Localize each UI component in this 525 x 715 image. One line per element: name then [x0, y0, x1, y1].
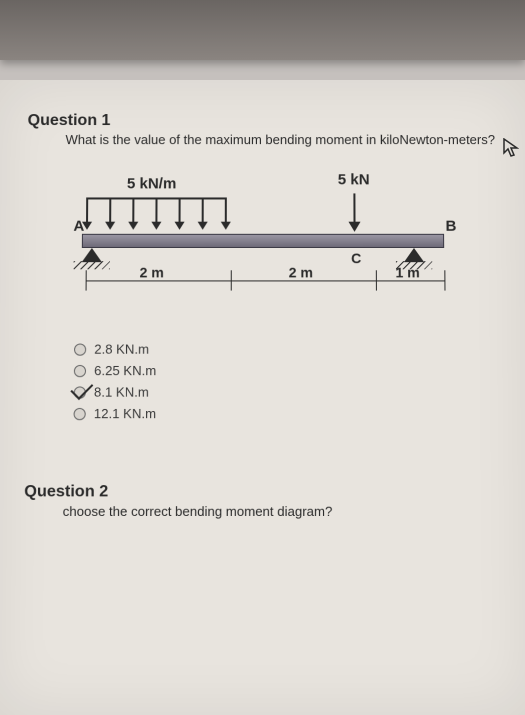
option-label: 2.8 KN.m — [94, 341, 149, 356]
option-1[interactable]: 2.8 KN.m — [74, 341, 500, 356]
option-label: 12.1 KN.m — [94, 406, 156, 421]
distributed-load-icon — [85, 197, 226, 233]
option-label: 8.1 KN.m — [94, 384, 149, 399]
option-4[interactable]: 12.1 KN.m — [74, 406, 501, 421]
question-1-text: What is the value of the maximum bending… — [65, 132, 497, 147]
dim-line-icon — [375, 280, 444, 281]
option-3[interactable]: 8.1 KN.m — [74, 384, 500, 399]
content-area: Question 1 What is the value of the maxi… — [0, 80, 525, 519]
point-load-label: 5 kN — [338, 171, 370, 188]
dim-label-2: 2 m — [289, 264, 313, 280]
question-2-block: Question 2 choose the correct bending mo… — [24, 483, 501, 519]
option-2[interactable]: 6.25 KN.m — [74, 363, 500, 378]
paper-sheet: Question 1 What is the value of the maxi… — [0, 80, 525, 715]
distributed-load-label: 5 kN/m — [127, 175, 176, 192]
pin-support-icon — [81, 248, 101, 262]
top-dark-band — [0, 0, 525, 60]
point-load-arrow-icon — [353, 193, 355, 229]
dim-label-3: 1 m — [395, 264, 419, 280]
node-label-c: C — [351, 250, 361, 266]
node-label-b: B — [445, 218, 456, 235]
beam-icon — [81, 234, 443, 248]
radio-icon[interactable] — [74, 407, 86, 419]
radio-icon[interactable] — [74, 386, 86, 398]
question-1-title: Question 1 — [28, 112, 498, 130]
question-2-title: Question 2 — [24, 483, 501, 502]
cursor-icon — [503, 138, 519, 158]
dim-tick-icon — [444, 270, 446, 290]
radio-icon[interactable] — [74, 364, 86, 376]
question-2-text: choose the correct bending moment diagra… — [63, 504, 501, 519]
ground-hatch-a-icon — [73, 261, 109, 269]
answer-options: 2.8 KN.m 6.25 KN.m 8.1 KN.m 12.1 KN.m — [74, 341, 501, 421]
option-label: 6.25 KN.m — [94, 363, 156, 378]
dim-line-icon — [85, 280, 230, 281]
node-label-a: A — [73, 218, 84, 235]
dim-line-icon — [230, 280, 375, 281]
beam-diagram: 5 kN/m 5 kN A B C — [50, 155, 474, 327]
dim-label-1: 2 m — [140, 264, 164, 280]
roller-support-icon — [403, 248, 423, 262]
radio-icon[interactable] — [74, 343, 86, 355]
